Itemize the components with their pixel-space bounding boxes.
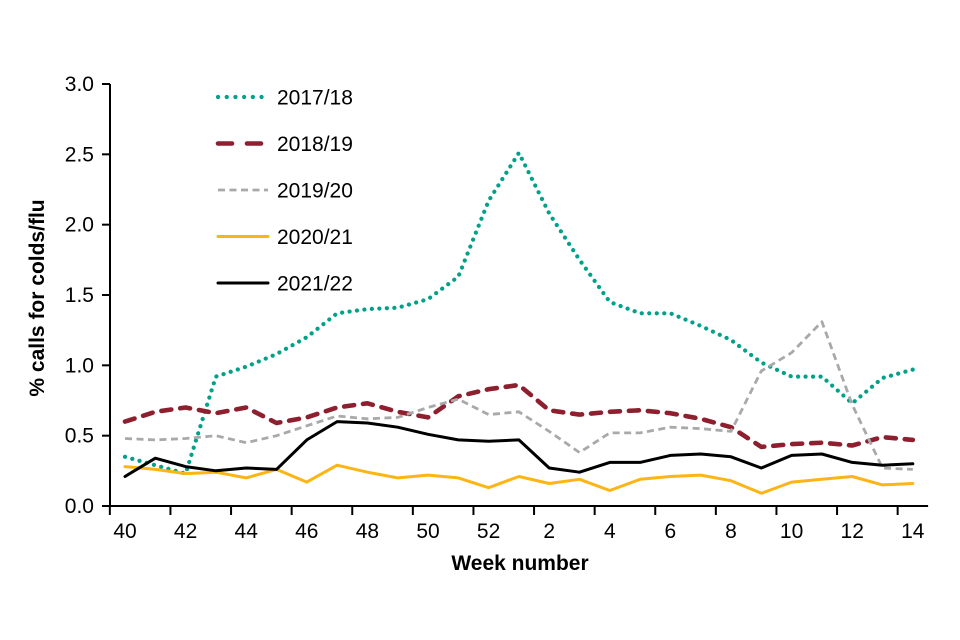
y-tick-label: 3.0 — [65, 73, 94, 96]
series-line-2019-20 — [124, 320, 913, 471]
series-line-2018-19 — [122, 382, 916, 450]
y-axis-title: % calls for colds/flu — [26, 199, 49, 397]
x-axis-title: Week number — [451, 552, 589, 575]
series-line-2017-18 — [122, 150, 915, 476]
x-tick-label: 8 — [725, 520, 737, 543]
x-tick-label: 40 — [113, 520, 136, 543]
x-tick-label: 52 — [477, 520, 500, 543]
legend-label-2017-18: 2017/18 — [277, 87, 353, 110]
x-tick-label: 10 — [780, 520, 803, 543]
y-tick-label: 2.0 — [65, 214, 94, 237]
y-tick-label: 2.5 — [65, 143, 94, 166]
legend-label-2020-21: 2020/21 — [277, 226, 353, 249]
x-tick-label: 14 — [901, 520, 925, 543]
x-tick-label: 46 — [295, 520, 318, 543]
x-tick-label: 2 — [543, 520, 555, 543]
y-tick-label: 1.0 — [65, 354, 94, 377]
y-tick-label: 0.5 — [65, 425, 94, 448]
x-tick-label: 4 — [604, 520, 616, 543]
x-tick-label: 42 — [174, 520, 197, 543]
legend-label-2018-19: 2018/19 — [277, 133, 353, 156]
x-tick-label: 50 — [416, 520, 439, 543]
legend-label-2019-20: 2019/20 — [277, 180, 353, 203]
series-line-2020-21 — [123, 463, 915, 495]
y-tick-label: 0.0 — [65, 495, 94, 518]
x-tick-label: 12 — [841, 520, 864, 543]
y-tick-label: 1.5 — [65, 284, 94, 307]
series-line-2021-22 — [123, 420, 915, 478]
legend-label-2021-22: 2021/22 — [277, 273, 353, 296]
x-tick-label: 6 — [665, 520, 677, 543]
x-tick-label: 44 — [235, 520, 259, 543]
x-tick-label: 48 — [356, 520, 379, 543]
